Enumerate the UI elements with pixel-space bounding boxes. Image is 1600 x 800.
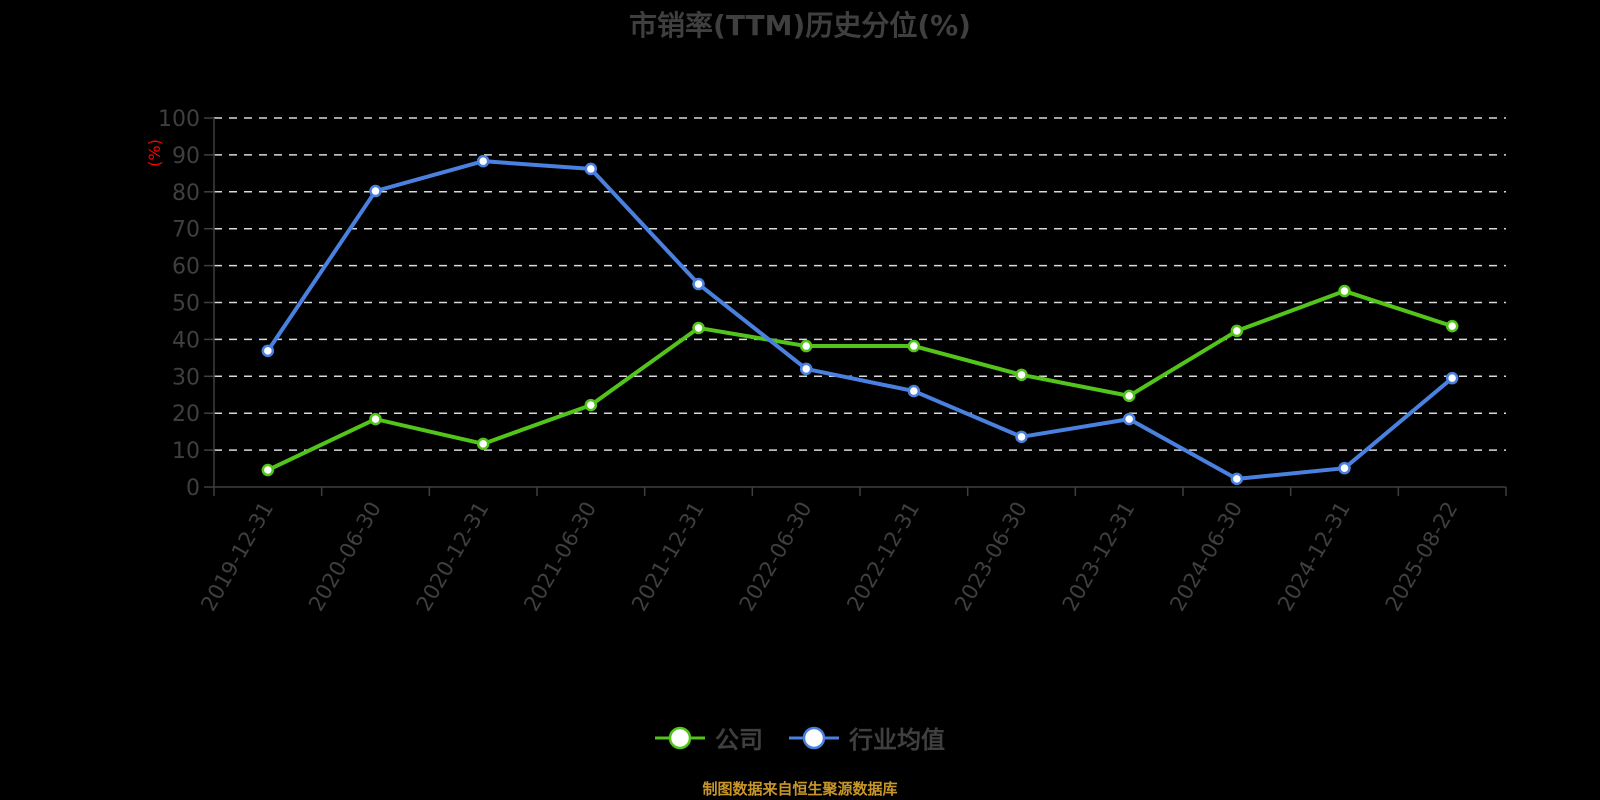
legend-label-company: 公司 [715,726,763,754]
series-lines [261,154,1459,486]
x-tick-label: 2024-06-30 [1165,498,1247,616]
data-point[interactable] [369,184,382,198]
data-point[interactable] [692,277,705,291]
y-tick-label: 50 [172,292,200,317]
data-point[interactable] [1122,389,1136,403]
data-point[interactable] [369,412,382,426]
y-tick-label: 20 [172,402,200,427]
data-point[interactable] [1015,368,1028,382]
source-note: 制图数据来自恒生聚源数据库 [702,780,898,798]
data-point[interactable] [1445,371,1459,385]
y-tick-label: 30 [172,365,200,390]
x-tick-label: 2020-12-31 [412,497,494,615]
legend-company-line-icon [655,726,705,749]
x-tick-label: 2022-12-31 [842,497,924,615]
x-tick-label: 2023-06-30 [950,498,1032,616]
x-tick-label: 2020-06-30 [304,498,386,616]
x-tick-label: 2021-06-30 [519,498,601,616]
y-tick-label: 90 [172,144,200,169]
legend-item-industry[interactable]: 行业均值 [789,720,945,755]
y-tick-label: 40 [172,328,200,353]
data-point[interactable] [476,154,490,168]
x-tick-label: 2022-06-30 [735,498,817,616]
x-tick-label: 2025-08-22 [1381,498,1463,616]
y-tick-label: 0 [186,476,200,501]
data-point[interactable] [261,463,275,477]
data-point[interactable] [261,344,275,358]
y-tick-label: 10 [172,439,200,464]
y-tick-label: 60 [172,255,200,280]
data-point[interactable] [1338,461,1351,475]
data-point[interactable] [1445,319,1459,333]
data-point[interactable] [1230,324,1244,338]
data-point[interactable] [907,339,921,353]
y-axis-unit-label: (%) [145,139,164,167]
data-point[interactable] [907,384,921,398]
data-point[interactable] [799,362,813,376]
data-point[interactable] [1230,472,1244,486]
legend-label-industry: 行业均值 [849,726,945,754]
chart-title: 市销率(TTM)历史分位(%) [629,9,971,42]
x-axis: 2019-12-31 2020-06-30 2020-12-31 2021-06-30… [196,486,1507,616]
x-tick-label: 2021-12-31 [627,498,709,616]
series-line [266,159,1454,481]
y-axis: 0 10 20 30 40 50 60 70 80 90 100 [158,107,215,501]
legend-industry-line-icon [789,726,839,749]
gridlines [214,117,1506,451]
data-point[interactable] [584,162,598,176]
legend-item-company[interactable]: 公司 [655,720,763,755]
data-point[interactable] [799,339,813,353]
data-point[interactable] [1122,412,1136,426]
x-tick-label: 2019-12-31 [196,498,278,616]
y-tick-label: 100 [158,107,200,132]
y-tick-label: 70 [172,218,200,243]
data-point[interactable] [1015,430,1028,444]
x-tick-label: 2024-12-31 [1273,498,1355,616]
data-point[interactable] [692,321,705,335]
x-tick-label: 2023-12-31 [1058,498,1140,616]
legend: 公司 行业均值 [0,720,1600,755]
data-point[interactable] [476,437,490,451]
data-point[interactable] [584,398,598,412]
series-line [266,289,1453,472]
y-tick-label: 80 [172,181,200,206]
data-point[interactable] [1338,284,1351,298]
